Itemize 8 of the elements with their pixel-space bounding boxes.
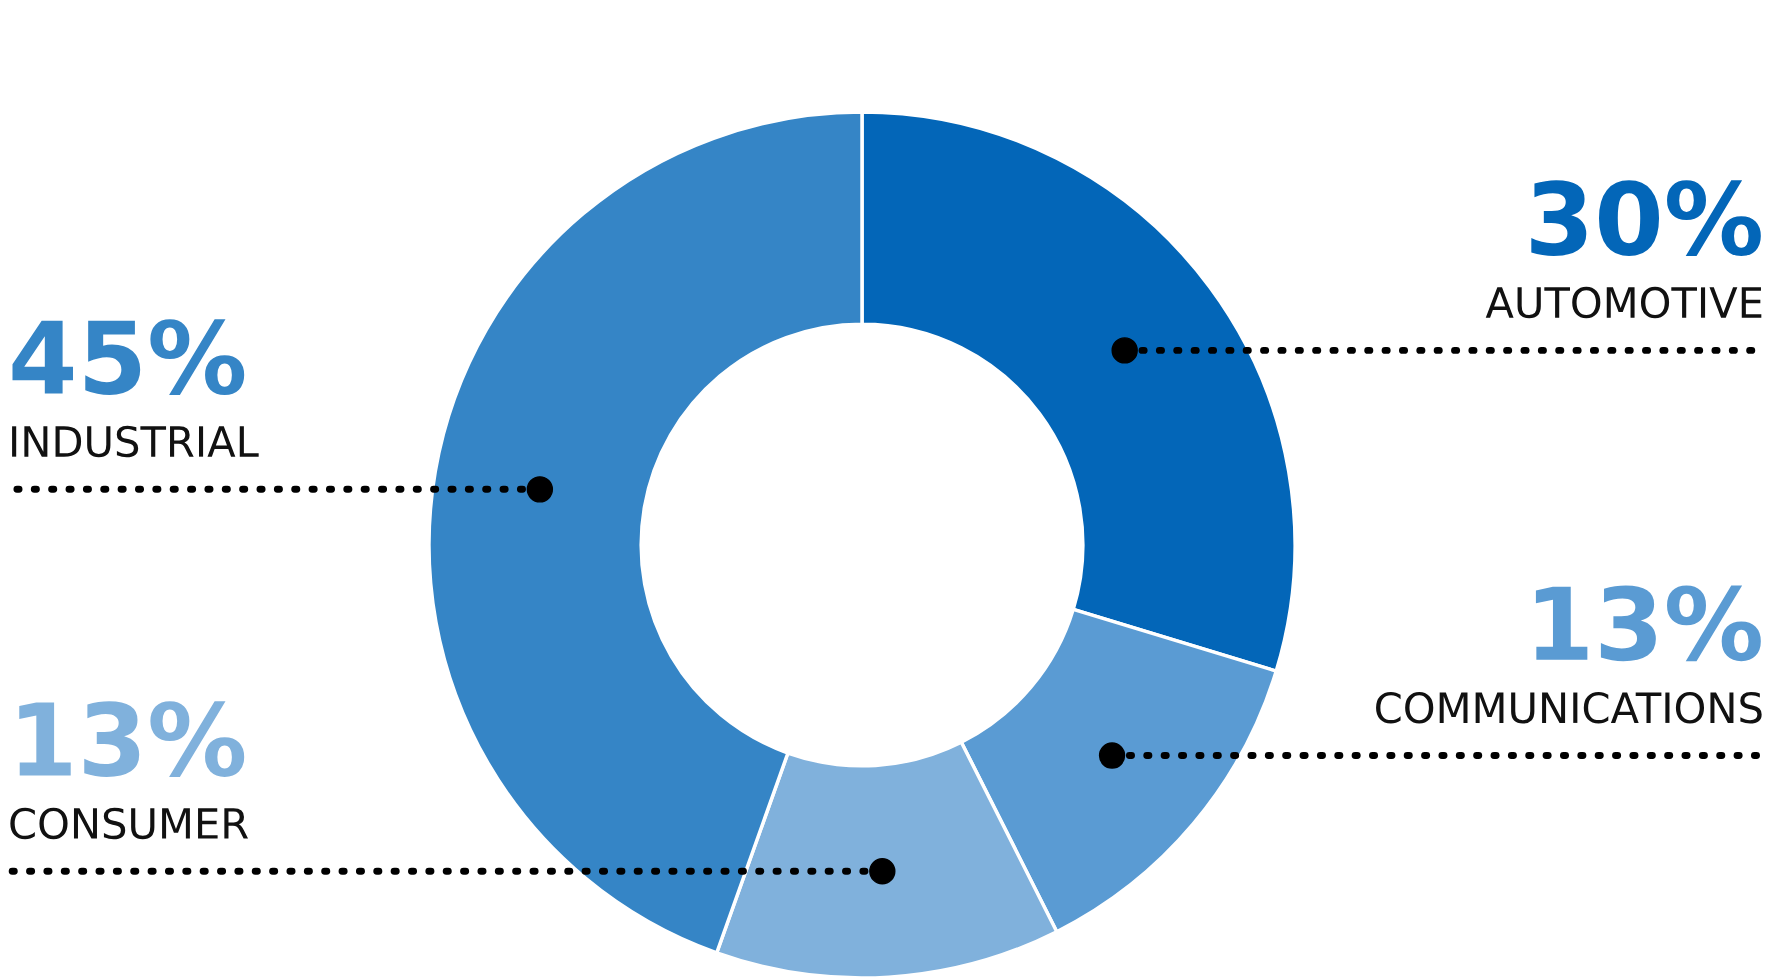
slice-label: AUTOMOTIVE [1485,286,1762,319]
slice-label: CONSUMER [10,807,249,840]
slice-label: INDUSTRIAL [12,425,259,458]
slice-label: COMMUNICATIONS [1376,691,1762,724]
data-label: 13% [19,701,245,777]
data-label: 13% [1535,585,1761,662]
data-label: 30% [1531,180,1761,257]
data-label: 45% [12,319,245,395]
